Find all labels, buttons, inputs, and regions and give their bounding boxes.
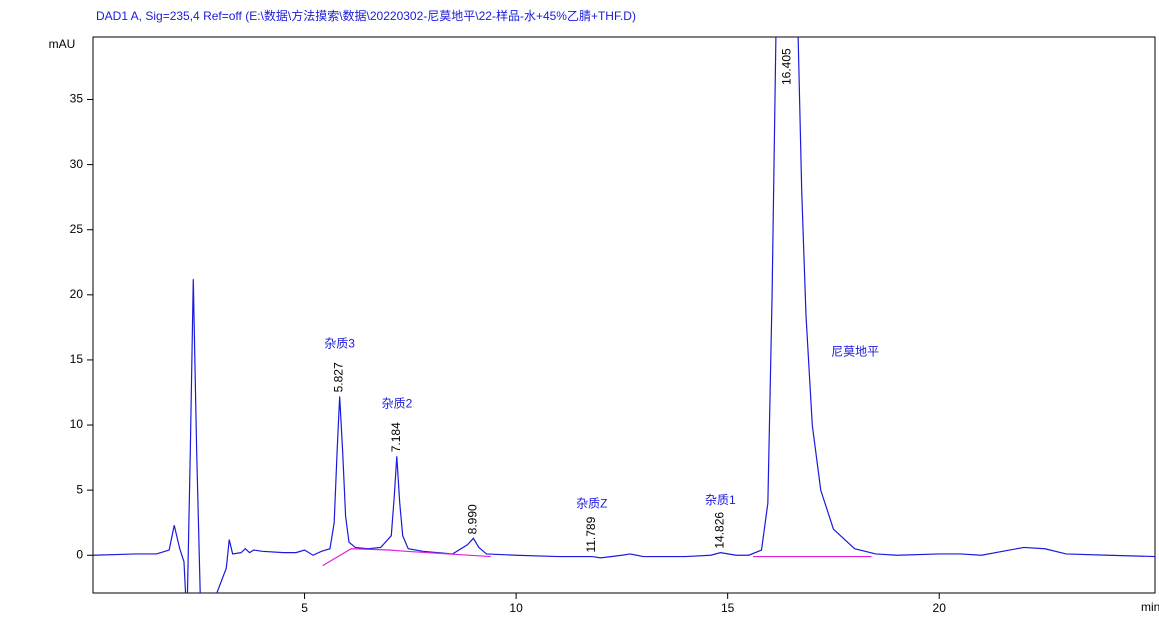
compound-name: 杂质2 bbox=[382, 396, 413, 410]
y-tick-label: 25 bbox=[70, 222, 84, 236]
trace-line bbox=[322, 548, 872, 567]
x-tick-label: 15 bbox=[721, 601, 735, 615]
y-tick-label: 5 bbox=[76, 482, 83, 496]
y-tick-label: 30 bbox=[70, 157, 84, 171]
compound-name: 杂质3 bbox=[324, 337, 355, 351]
x-axis-label: min bbox=[1141, 600, 1159, 614]
y-tick-label: 20 bbox=[70, 287, 84, 301]
y-tick-label: 10 bbox=[70, 417, 84, 431]
x-tick-label: 20 bbox=[933, 601, 947, 615]
plot-frame bbox=[92, 36, 1156, 594]
compound-name: 杂质1 bbox=[705, 493, 736, 507]
peak-time-label: 14.826 bbox=[712, 512, 726, 549]
peak-time-label: 7.184 bbox=[389, 422, 403, 452]
peak-time-label: 5.827 bbox=[332, 362, 346, 392]
y-tick-label: 35 bbox=[70, 92, 84, 106]
compound-name: 杂质Z bbox=[576, 497, 607, 511]
peak-time-label: 11.789 bbox=[584, 516, 598, 552]
x-tick-label: 5 bbox=[301, 601, 308, 615]
y-axis-label: mAU bbox=[49, 37, 76, 51]
compound-name: 尼莫地平 bbox=[831, 344, 879, 358]
chart-title: DAD1 A, Sig=235,4 Ref=off (E:\数据\方法摸索\数据… bbox=[96, 8, 636, 23]
plot-area bbox=[93, 37, 1155, 593]
trace-line bbox=[93, 37, 1155, 593]
y-tick-label: 0 bbox=[76, 547, 83, 561]
peak-time-label: 16.405 bbox=[779, 48, 793, 85]
peak-time-label: 8.990 bbox=[466, 504, 480, 534]
x-tick-label: 10 bbox=[509, 601, 523, 615]
y-tick-label: 15 bbox=[70, 352, 84, 366]
